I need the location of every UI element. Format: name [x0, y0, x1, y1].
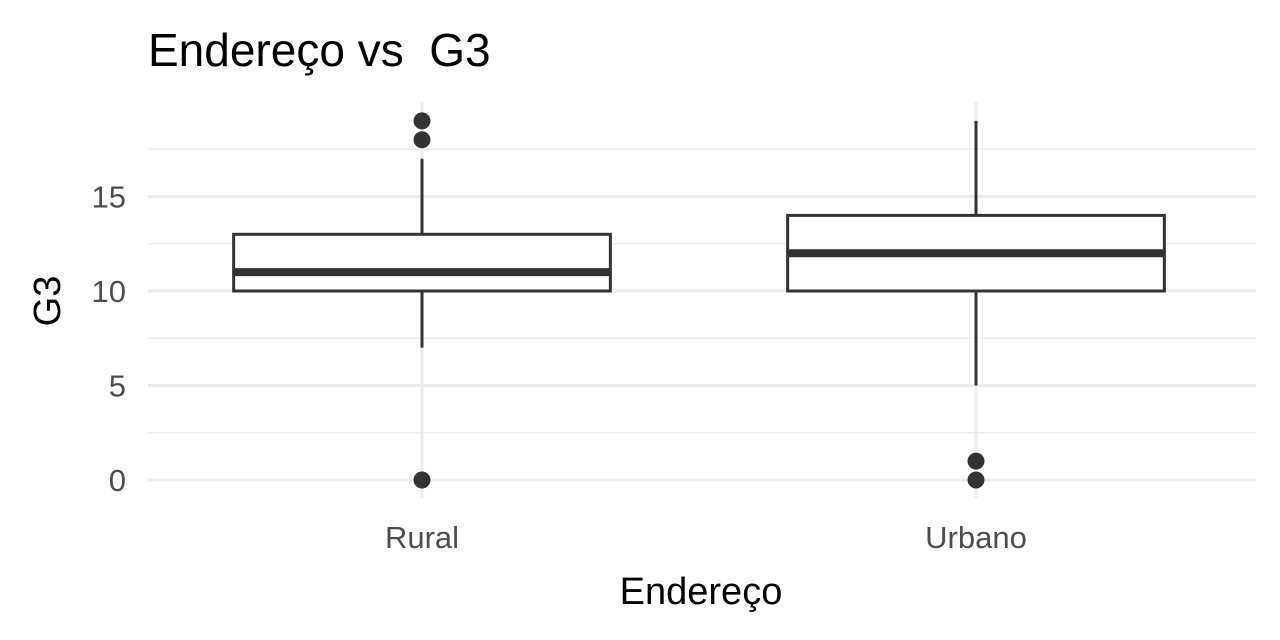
outlier-point	[967, 452, 985, 470]
plot-marks	[232, 112, 1166, 489]
x-tick-label: Rural	[385, 520, 459, 555]
y-tick-label: 0	[109, 463, 126, 498]
y-tick-label: 10	[92, 274, 126, 309]
y-axis-title: G3	[27, 276, 69, 327]
x-axis-title: Endereço	[620, 571, 783, 613]
outlier-point	[413, 471, 431, 489]
outlier-point	[967, 471, 985, 489]
x-axis-ticks: Rural Urbano	[385, 520, 1027, 555]
outlier-point	[413, 131, 431, 149]
y-tick-label: 15	[92, 180, 126, 215]
y-axis-ticks: 0 5 10 15	[92, 180, 126, 499]
grid	[148, 102, 1256, 498]
x-tick-label: Urbano	[925, 520, 1027, 555]
chart-title: Endereço vs G3	[148, 24, 491, 76]
iqr-box	[232, 232, 612, 293]
outlier-point	[413, 112, 431, 130]
boxplot-rural	[232, 112, 612, 489]
y-tick-label: 5	[109, 369, 126, 404]
boxplot-urbano	[786, 120, 1166, 489]
